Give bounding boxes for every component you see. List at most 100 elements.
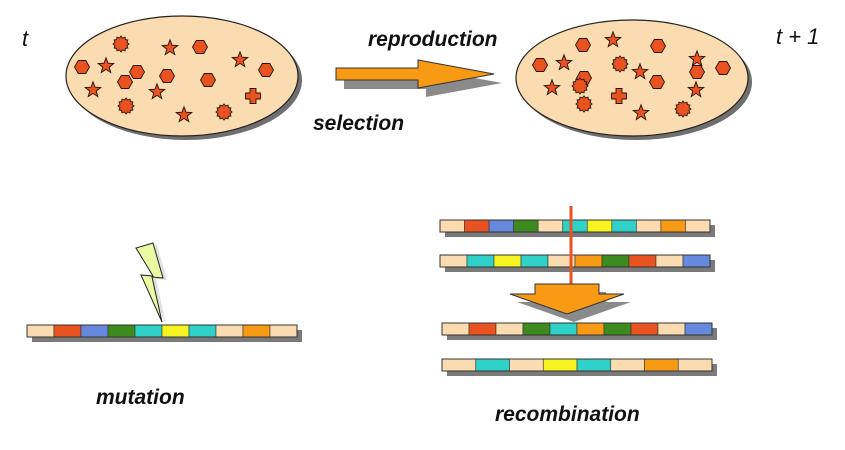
gene-segment-red [628, 254, 657, 268]
gene-segment-orange [574, 254, 603, 268]
reproduction-label: reproduction [368, 28, 498, 51]
gene-segment-blue [684, 322, 713, 336]
gene-segment-cyan [466, 254, 495, 268]
lightning-bolt-icon [135, 242, 167, 324]
gene-segment-beige [215, 324, 244, 338]
gene-segment-beige [537, 219, 564, 233]
individual-hexagon-icon [128, 65, 146, 79]
gene-segment-yellow [493, 254, 522, 268]
gene-segment-cyan [549, 322, 578, 336]
individual-hexagon-icon [116, 75, 134, 89]
gene-segment-blue [682, 254, 711, 268]
gene-segment-orange [576, 322, 605, 336]
gene-segment-green [107, 324, 136, 338]
gene-segment-beige [439, 254, 468, 268]
individual-star-icon [230, 50, 250, 68]
gene-segment-red [468, 322, 497, 336]
individual-gear-icon [117, 97, 135, 115]
gene-segment-blue [488, 219, 514, 233]
individual-cross-icon [611, 88, 627, 104]
individual-hexagon-icon [574, 38, 592, 52]
individual-gear-icon [215, 103, 233, 121]
gene-segment-blue [80, 324, 109, 338]
gene-segment-cyan [576, 358, 612, 372]
individual-hexagon-icon [158, 69, 176, 83]
selection-label: selection [313, 112, 404, 135]
individual-star-icon [542, 78, 562, 96]
gene-segment-beige [636, 219, 662, 233]
gene-segment-orange [644, 358, 679, 372]
gene-segment-green [601, 254, 630, 268]
individual-star-icon [174, 105, 194, 123]
individual-star-icon [96, 56, 116, 74]
gene-segment-orange [242, 324, 271, 338]
gene-segment-green [522, 322, 551, 336]
gene-segment-green [513, 219, 539, 233]
individual-star-icon [603, 30, 623, 48]
individual-star-icon [686, 80, 706, 98]
gene-segment-beige [657, 322, 686, 336]
individual-star-icon [630, 62, 650, 80]
reproduction-arrow [335, 59, 502, 97]
gene-segment-yellow [542, 358, 578, 372]
chromosome-child-2 [441, 358, 717, 376]
gene-segment-cyan [134, 324, 163, 338]
gene-segment-beige [495, 322, 524, 336]
gene-segment-cyan [562, 219, 588, 233]
gene-segment-beige [677, 358, 713, 372]
time-label-t: t [22, 26, 29, 51]
individual-gear-icon [571, 77, 589, 95]
gene-segment-beige [441, 322, 470, 336]
individual-cross-icon [245, 88, 261, 104]
population-before [65, 15, 302, 140]
individual-hexagon-icon [191, 40, 209, 54]
chromosome-mutation [26, 324, 302, 342]
gene-segment-beige [26, 324, 55, 338]
individual-hexagon-icon [649, 39, 667, 53]
gene-segment-cyan [611, 219, 637, 233]
gene-segment-yellow [586, 219, 613, 233]
individual-gear-icon [611, 55, 629, 73]
gene-segment-beige [439, 219, 465, 233]
individual-star-icon [83, 80, 103, 98]
gene-segment-cyan [520, 254, 549, 268]
gene-segment-red [630, 322, 659, 336]
gene-segment-yellow [161, 324, 190, 338]
recombination-arrow [509, 283, 631, 322]
gene-segment-orange [660, 219, 686, 233]
chromosome-parent-2 [439, 254, 715, 272]
individual-hexagon-icon [257, 63, 275, 77]
gene-segment-beige [269, 324, 298, 338]
individual-gear-icon [575, 95, 593, 113]
gene-segment-beige [610, 358, 645, 372]
individual-star-icon [554, 53, 574, 71]
chromosome-child-1 [441, 322, 717, 340]
gene-segment-red [53, 324, 82, 338]
gene-segment-cyan [188, 324, 217, 338]
population-after-ellipse [515, 19, 749, 137]
recombination-label: recombination [495, 403, 640, 426]
time-label-t-plus-1: t + 1 [776, 24, 819, 49]
individual-hexagon-icon [648, 75, 666, 89]
individual-hexagon-icon [73, 60, 91, 74]
individual-gear-icon [112, 35, 130, 53]
gene-segment-beige [509, 358, 544, 372]
individual-gear-icon [674, 100, 692, 118]
individual-star-icon [147, 82, 167, 100]
individual-hexagon-icon [688, 65, 706, 79]
gene-segment-beige [441, 358, 477, 372]
individual-star-icon [687, 49, 707, 67]
individual-hexagon-icon [531, 58, 549, 72]
individual-hexagon-icon [199, 73, 217, 87]
gene-segment-red [464, 219, 490, 233]
population-after [515, 19, 752, 140]
individual-star-icon [631, 103, 651, 121]
gene-segment-cyan [475, 358, 510, 372]
gene-segment-beige [655, 254, 684, 268]
gene-segment-beige [685, 219, 711, 233]
individual-hexagon-icon [714, 61, 732, 75]
individual-star-icon [160, 38, 180, 56]
gene-segment-green [603, 322, 632, 336]
chromosome-parent-1 [439, 219, 715, 237]
